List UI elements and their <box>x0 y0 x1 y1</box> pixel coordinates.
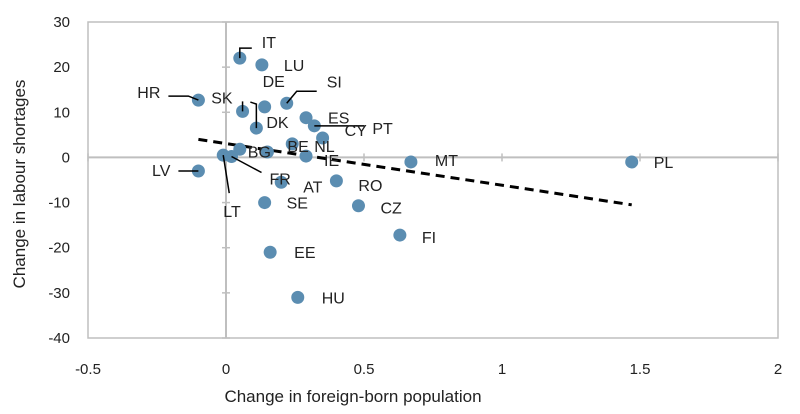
data-point-it <box>233 51 247 65</box>
data-point-lu <box>255 58 269 72</box>
tick-labels: -0.5 0 0.5 1 1.5 2 30 20 10 0 -10 -20 -30 -40 <box>48 14 782 378</box>
point-label-nl: NL <box>314 139 335 156</box>
data-point-nl <box>285 137 299 151</box>
trendline-group <box>198 137 632 207</box>
point-label-ee: EE <box>294 245 315 262</box>
point-label-se: SE <box>287 196 308 213</box>
point-label-sk: SK <box>211 90 233 107</box>
point-label-fi: FI <box>422 230 436 247</box>
x-axis-title: Change in foreign-born population <box>224 387 481 406</box>
trendline <box>198 137 632 207</box>
y-axis-title: Change in labour shortages <box>10 80 29 289</box>
point-label-mt: MT <box>435 153 458 170</box>
point-label-ro: RO <box>358 178 382 195</box>
x-tick-label: 1.5 <box>630 361 651 378</box>
point-label-lu: LU <box>284 58 304 75</box>
point-label-dk: DK <box>266 115 289 132</box>
data-point-ie <box>299 149 313 163</box>
data-point-cz <box>351 199 365 213</box>
point-label-at: AT <box>303 179 322 196</box>
x-tick-label: 2 <box>774 361 782 378</box>
point-label-lv: LV <box>152 163 171 180</box>
data-point-ro <box>329 174 343 188</box>
data-point-se <box>258 196 272 210</box>
leader-line-dk <box>250 101 258 129</box>
data-point-es <box>299 111 313 125</box>
point-label-de: DE <box>263 74 285 91</box>
x-tick-label: 0 <box>222 361 230 378</box>
leader-line-it <box>239 47 252 59</box>
y-tick-label: -40 <box>48 330 70 347</box>
point-label-cz: CZ <box>380 201 402 218</box>
y-tick-label: -30 <box>48 285 70 302</box>
data-point-de <box>258 100 272 114</box>
points-group <box>191 51 639 304</box>
point-label-lt: LT <box>223 204 241 221</box>
data-point-ee <box>263 245 277 259</box>
x-tick-label: 1 <box>498 361 506 378</box>
point-label-cy: CY <box>345 123 368 140</box>
y-tick-label: 20 <box>53 59 70 76</box>
leader-line-hr <box>168 95 199 101</box>
data-point-pl <box>625 155 639 169</box>
data-point-cy <box>316 131 330 145</box>
plot-border <box>87 21 779 339</box>
leader-line-si <box>286 90 317 104</box>
plot-area <box>87 21 779 339</box>
data-point-mt <box>404 155 418 169</box>
y-tick-label: 10 <box>53 104 70 121</box>
point-label-hr: HR <box>137 85 160 102</box>
point-label-pl: PL <box>654 155 674 172</box>
point-label-fr: FR <box>270 172 291 189</box>
y-tick-label: 0 <box>62 149 70 166</box>
point-label-si: SI <box>327 74 342 91</box>
point-label-bg: BG <box>248 144 271 161</box>
data-point-fi <box>393 228 407 242</box>
data-point-at <box>274 175 288 189</box>
point-label-it: IT <box>262 35 276 52</box>
y-tick-label: -10 <box>48 195 70 212</box>
point-label-be: BE <box>287 139 308 156</box>
point-label-ie: IE <box>324 153 339 170</box>
y-tick-label: -20 <box>48 240 70 257</box>
data-point-be <box>260 145 274 159</box>
point-label-es: ES <box>328 111 349 128</box>
point-label-hu: HU <box>322 290 345 307</box>
y-tick-label: 30 <box>53 14 70 31</box>
point-label-pt: PT <box>372 121 393 138</box>
x-tick-label: 0.5 <box>354 361 375 378</box>
data-point-hu <box>291 290 305 304</box>
leader-line-fr <box>231 155 262 174</box>
leader-line-lt <box>222 155 230 194</box>
x-tick-label: -0.5 <box>75 361 101 378</box>
